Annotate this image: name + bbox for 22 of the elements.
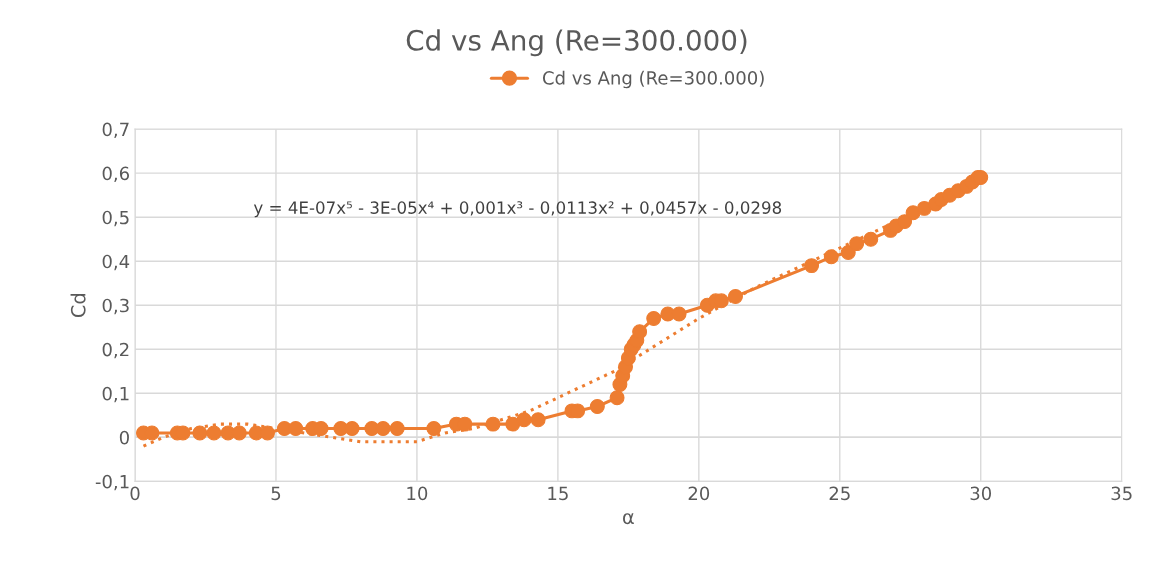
x-axis-title: α (623, 513, 634, 525)
y-tick-label: 0,3 (102, 298, 129, 315)
y-tick-label: 0,4 (102, 254, 130, 271)
x-tick-label: 0 (130, 486, 140, 501)
y-tick-label: -0,1 (95, 474, 129, 491)
x-tick-label: 10 (407, 486, 428, 501)
x-tick-label: 5 (271, 486, 281, 501)
x-tick-label: 15 (548, 486, 568, 501)
x-tick-label: 20 (688, 486, 710, 501)
x-tick-label: 30 (970, 486, 992, 501)
x-tick-label: 35 (1111, 486, 1132, 501)
annotation: y = 4E-07x⁵ - 3E-05x⁴ + 0,001x³ - 0,0113x² + 0,0457x - 0,0298 (253, 201, 782, 218)
y-tick-label: 0,2 (102, 342, 129, 359)
y-tick-label: 0,7 (102, 122, 129, 139)
legend-label: Cd vs Ang (Re=300.000) (542, 70, 764, 89)
y-tick-label: 0,6 (102, 166, 130, 183)
x-tick-label: 25 (829, 486, 850, 501)
chart-title: Cd vs Ang (Re=300.000) (406, 29, 747, 57)
y-tick-label: 0,1 (102, 386, 129, 403)
y-axis-title: Cd (70, 294, 86, 318)
y-tick-label: 0 (119, 430, 129, 445)
y-tick-label: 0,5 (102, 210, 129, 227)
